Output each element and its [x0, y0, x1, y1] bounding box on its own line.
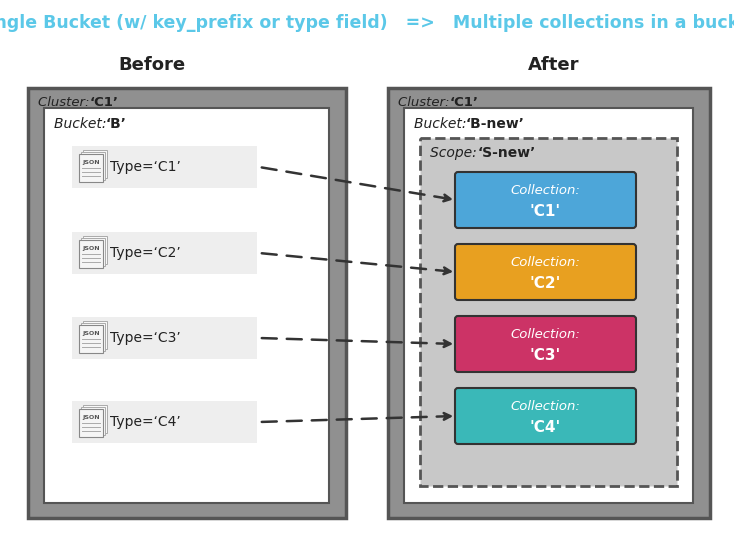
Text: ‘C1’: ‘C1’: [90, 96, 119, 109]
Text: Collection:: Collection:: [511, 399, 581, 412]
Bar: [81, 238, 105, 266]
Bar: [28, 88, 346, 518]
Text: ‘S-new’: ‘S-new’: [478, 146, 537, 160]
Bar: [72, 401, 257, 443]
Bar: [83, 150, 107, 178]
Bar: [72, 146, 257, 188]
Bar: [79, 240, 103, 268]
Text: After: After: [528, 56, 580, 74]
Text: Before: Before: [118, 56, 186, 74]
Text: Bucket:: Bucket:: [54, 117, 111, 131]
Text: Collection:: Collection:: [511, 327, 581, 340]
Bar: [83, 236, 107, 264]
Bar: [79, 325, 103, 353]
Text: Collection:: Collection:: [511, 184, 581, 197]
Text: ‘C1’: ‘C1’: [450, 96, 479, 109]
Bar: [83, 321, 107, 349]
Bar: [81, 407, 105, 435]
Text: 'C1': 'C1': [530, 203, 561, 218]
Text: JSON: JSON: [82, 246, 100, 251]
FancyBboxPatch shape: [455, 316, 636, 372]
Bar: [72, 317, 257, 359]
Bar: [79, 409, 103, 437]
Text: Cluster:: Cluster:: [398, 96, 454, 109]
Text: Scope:: Scope:: [430, 146, 481, 160]
Bar: [72, 232, 257, 274]
Text: JSON: JSON: [82, 415, 100, 420]
Text: Single Bucket (w/ key_prefix or type field)   =>   Multiple collections in a buc: Single Bucket (w/ key_prefix or type fie…: [0, 14, 734, 32]
Bar: [83, 405, 107, 433]
Text: Type=‘C1’: Type=‘C1’: [110, 160, 181, 174]
FancyBboxPatch shape: [455, 388, 636, 444]
Bar: [81, 152, 105, 180]
Bar: [81, 323, 105, 351]
Text: Cluster:: Cluster:: [38, 96, 94, 109]
Text: JSON: JSON: [82, 331, 100, 336]
Bar: [404, 108, 693, 503]
FancyBboxPatch shape: [455, 244, 636, 300]
FancyBboxPatch shape: [455, 172, 636, 228]
Bar: [420, 138, 677, 486]
Text: Bucket:: Bucket:: [414, 117, 471, 131]
Text: ‘B-new’: ‘B-new’: [466, 117, 525, 131]
Text: 'C2': 'C2': [530, 275, 562, 291]
Text: Collection:: Collection:: [511, 255, 581, 268]
Text: ‘B’: ‘B’: [106, 117, 127, 131]
Text: Type=‘C4’: Type=‘C4’: [110, 415, 181, 429]
Text: 'C3': 'C3': [530, 347, 561, 363]
Bar: [44, 108, 329, 503]
Text: 'C4': 'C4': [530, 420, 561, 435]
Bar: [79, 154, 103, 182]
Bar: [388, 88, 710, 518]
Text: JSON: JSON: [82, 160, 100, 165]
Text: Type=‘C2’: Type=‘C2’: [110, 246, 181, 260]
Text: Type=‘C3’: Type=‘C3’: [110, 331, 181, 345]
